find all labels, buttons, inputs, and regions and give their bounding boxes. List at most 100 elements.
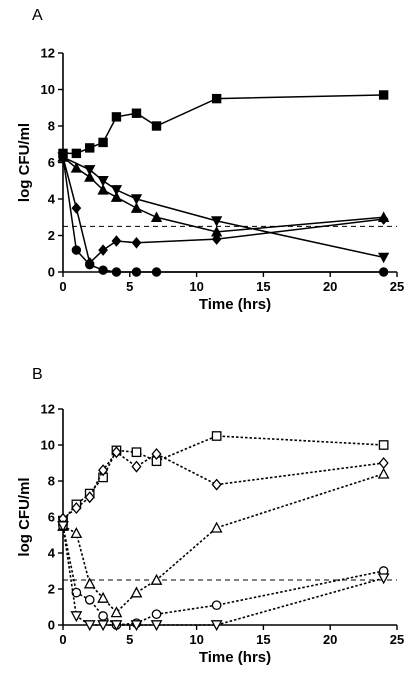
x-tick-label: 20 bbox=[323, 279, 337, 294]
series-line bbox=[62, 435, 384, 522]
chart-panel-a: 0 2 4 6 8 10 12 0 5 10 15 20 25 Time (hrs) log CFU/ml bbox=[16, 46, 404, 314]
panel-a-label: A bbox=[32, 7, 43, 24]
data-point bbox=[111, 267, 122, 277]
series-line bbox=[62, 156, 384, 233]
data-point bbox=[150, 211, 163, 222]
data-point bbox=[211, 93, 222, 104]
data-point bbox=[97, 176, 109, 187]
data-point bbox=[211, 600, 222, 611]
y-tick-label: 2 bbox=[48, 582, 55, 597]
y-axis-title: log CFU/ml bbox=[16, 123, 33, 202]
x-tick-label: 20 bbox=[323, 632, 337, 647]
data-point bbox=[131, 237, 142, 249]
y-tick-label: 2 bbox=[48, 228, 55, 243]
data-point bbox=[211, 216, 223, 227]
data-point bbox=[131, 447, 142, 458]
data-point bbox=[130, 202, 143, 213]
data-point bbox=[85, 260, 95, 270]
data-point bbox=[98, 137, 108, 148]
data-point bbox=[83, 577, 96, 589]
y-tick-label: 12 bbox=[41, 46, 55, 61]
data-point bbox=[151, 121, 162, 131]
x-axis-title: Time (hrs) bbox=[199, 296, 271, 313]
data-point bbox=[151, 447, 162, 461]
data-point bbox=[110, 191, 123, 202]
y-tick-label: 8 bbox=[48, 119, 55, 134]
x-tick-label: 10 bbox=[189, 279, 203, 294]
data-point bbox=[98, 265, 108, 275]
data-point bbox=[378, 456, 389, 470]
data-point bbox=[130, 194, 143, 205]
data-point bbox=[85, 143, 95, 153]
y-tick-label: 10 bbox=[41, 438, 55, 453]
series-line bbox=[62, 525, 384, 626]
data-point bbox=[377, 573, 390, 585]
data-point bbox=[71, 148, 82, 159]
chart-panel-b: 0 2 4 6 8 10 12 0 5 10 15 20 25 Time (hrs) log CFU/ml bbox=[16, 402, 404, 667]
data-point bbox=[84, 171, 96, 182]
data-point bbox=[130, 586, 143, 598]
data-point bbox=[378, 213, 389, 225]
data-point bbox=[98, 611, 108, 621]
data-point bbox=[131, 267, 142, 277]
data-point bbox=[150, 620, 163, 632]
data-point bbox=[70, 162, 82, 173]
x-tick-label: 5 bbox=[126, 279, 133, 294]
data-point bbox=[58, 152, 68, 162]
data-point bbox=[71, 501, 82, 515]
series-line bbox=[62, 525, 384, 626]
data-point bbox=[84, 594, 95, 605]
x-tick-label: 5 bbox=[126, 632, 133, 647]
data-point bbox=[211, 233, 222, 245]
data-point bbox=[151, 609, 162, 620]
data-point bbox=[150, 573, 163, 585]
y-tick-label: 6 bbox=[48, 155, 55, 170]
data-point bbox=[378, 440, 389, 450]
y-tick-label: 10 bbox=[41, 82, 55, 97]
data-point bbox=[378, 252, 390, 264]
x-tick-label: 25 bbox=[390, 632, 404, 647]
series-line bbox=[62, 156, 384, 259]
series-line bbox=[62, 156, 384, 265]
x-tick-label: 0 bbox=[59, 279, 66, 294]
x-tick-label: 15 bbox=[256, 632, 270, 647]
y-tick-label: 0 bbox=[48, 265, 55, 280]
data-point bbox=[97, 620, 109, 632]
data-point bbox=[110, 620, 123, 632]
data-point bbox=[111, 446, 122, 459]
data-point bbox=[98, 464, 109, 477]
data-point bbox=[71, 202, 82, 214]
data-point bbox=[70, 527, 83, 539]
data-point bbox=[110, 185, 123, 196]
x-tick-label: 15 bbox=[256, 279, 270, 294]
data-point bbox=[70, 611, 83, 623]
data-point bbox=[84, 491, 95, 504]
y-tick-label: 4 bbox=[48, 192, 56, 207]
panel-b-label: B bbox=[32, 366, 43, 383]
data-point bbox=[377, 467, 390, 479]
data-point bbox=[57, 521, 69, 533]
y-tick-label: 0 bbox=[48, 618, 55, 633]
data-point bbox=[111, 235, 122, 247]
y-tick-label: 4 bbox=[48, 546, 56, 561]
data-point bbox=[131, 460, 142, 473]
data-point bbox=[151, 267, 162, 277]
series-line bbox=[62, 156, 384, 273]
data-point bbox=[71, 245, 82, 255]
x-tick-label: 25 bbox=[390, 279, 404, 294]
y-axis-title: log CFU/ml bbox=[16, 477, 33, 556]
data-point bbox=[131, 108, 142, 118]
data-point bbox=[210, 620, 223, 632]
data-point bbox=[210, 521, 223, 533]
y-tick-label: 8 bbox=[48, 474, 55, 489]
data-point bbox=[378, 90, 389, 100]
data-point bbox=[97, 184, 109, 195]
data-point bbox=[110, 606, 123, 618]
data-point bbox=[97, 591, 109, 603]
series-line bbox=[62, 473, 384, 614]
data-point bbox=[98, 244, 108, 256]
data-point bbox=[71, 587, 82, 598]
data-point bbox=[83, 620, 96, 632]
series-line bbox=[63, 94, 384, 155]
